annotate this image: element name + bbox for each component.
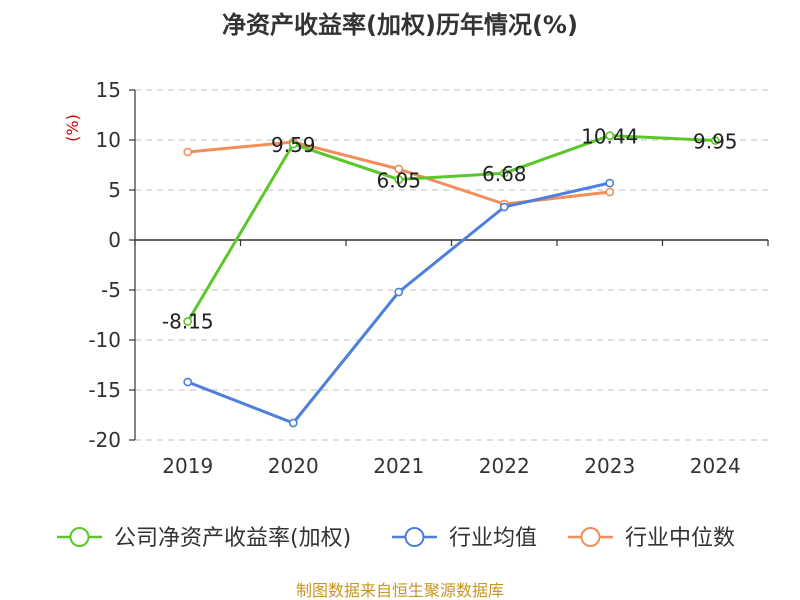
data-point	[288, 418, 298, 428]
data-point	[288, 139, 298, 149]
x-tick-label: 2019	[162, 454, 213, 478]
data-label: 10.44	[581, 125, 638, 149]
y-tick-label: 5	[108, 178, 121, 202]
data-point	[605, 131, 615, 140]
axes: 15 10 5 0 -5 -10 -15 -20 2019 2020 2021 2022 2023 202…	[88, 78, 769, 478]
legend-label: 行业均值	[449, 526, 537, 551]
chart-title: 净资产收益率(加权)历年情况(%)	[222, 11, 578, 39]
data-point	[710, 136, 720, 145]
y-axis-label: (%)	[63, 114, 82, 142]
series-lines	[183, 131, 720, 428]
y-tick-label: -5	[101, 278, 121, 302]
data-label: 6.05	[376, 169, 421, 193]
x-tick-label: 2021	[373, 454, 424, 478]
data-point	[394, 287, 404, 297]
data-label: -8.15	[162, 310, 214, 334]
y-tick-label: 15	[96, 78, 121, 102]
data-label: 6.68	[482, 162, 527, 186]
data-point	[183, 147, 193, 157]
x-tick-label: 2024	[690, 454, 741, 478]
data-label: 9.59	[271, 133, 316, 157]
data-point	[183, 377, 193, 387]
data-point	[499, 168, 509, 178]
x-tick-label: 2023	[584, 454, 635, 478]
legend-swatch-marker	[404, 527, 425, 547]
data-point	[605, 178, 615, 188]
legend-label: 公司净资产收益率(加权)	[114, 526, 351, 551]
series-line	[186, 134, 716, 323]
y-tick-label: 10	[96, 128, 121, 152]
y-tick-label: -15	[88, 378, 121, 402]
y-tick-label: -20	[88, 428, 121, 452]
data-labels: -8.15 9.59 6.05 6.68 10.44 9.95	[162, 125, 738, 334]
x-tick-label: 2020	[268, 454, 319, 478]
legend-label: 行业中位数	[625, 526, 735, 551]
data-point	[394, 164, 404, 174]
data-label: 9.95	[693, 130, 738, 154]
legend-swatch-marker	[580, 527, 601, 547]
data-point	[394, 175, 404, 184]
grid-lines	[135, 89, 768, 441]
y-tick-label: 0	[108, 228, 121, 252]
y-tick-label: -10	[88, 328, 121, 352]
legend-swatch-marker	[69, 527, 90, 547]
data-point	[183, 317, 193, 326]
data-point	[499, 202, 509, 212]
legend: 公司净资产收益率(加权) 行业均值 行业中位数	[57, 526, 735, 551]
data-point	[605, 187, 615, 197]
source-note: 制图数据来自恒生聚源数据库	[296, 581, 504, 600]
x-tick-label: 2022	[479, 454, 530, 478]
series-line	[187, 181, 611, 425]
